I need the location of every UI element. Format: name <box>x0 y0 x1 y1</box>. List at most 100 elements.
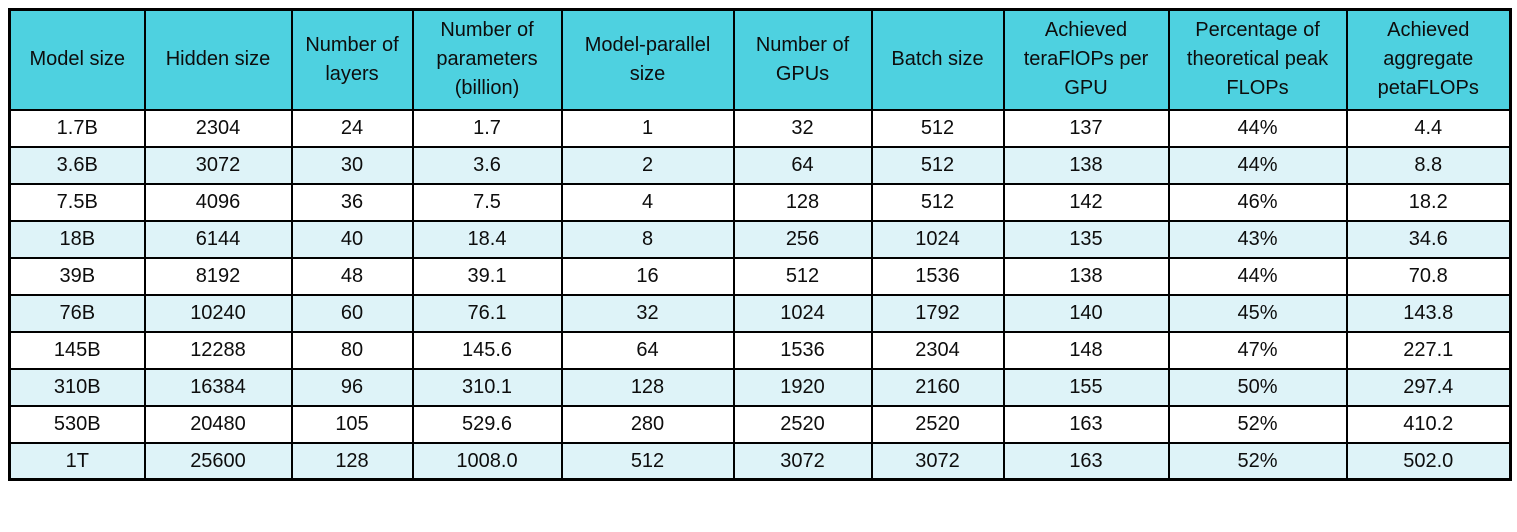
table-row: 530B 20480 105 529.6 280 2520 2520 163 52% 410.2 <box>8 404 1512 444</box>
column-header-achieved-aggregate-petaflops: Achieved aggregate petaFLOPs <box>1345 8 1512 111</box>
table-cell: 140 <box>1002 293 1170 333</box>
table-cell: 4.4 <box>1345 108 1512 148</box>
table-cell: 148 <box>1002 330 1170 370</box>
column-header-model-size: Model size <box>8 8 146 111</box>
table-cell: 18.4 <box>411 219 563 259</box>
table-cell: 6144 <box>143 219 293 259</box>
table-cell: 7.5B <box>8 182 146 222</box>
table-cell: 1T <box>8 441 146 481</box>
table-cell: 39.1 <box>411 256 563 296</box>
table-cell: 1536 <box>732 330 873 370</box>
table-row: 39B 8192 48 39.1 16 512 1536 138 44% 70.8 <box>8 256 1512 296</box>
table-row: 18B 6144 40 18.4 8 256 1024 135 43% 34.6 <box>8 219 1512 259</box>
table-cell: 512 <box>870 145 1005 185</box>
table-body: 1.7B 2304 24 1.7 1 32 512 137 44% 4.4 3.6B 3072 30 3.… <box>8 108 1512 481</box>
table-cell: 39B <box>8 256 146 296</box>
table-cell: 310B <box>8 367 146 407</box>
table-row: 1.7B 2304 24 1.7 1 32 512 137 44% 4.4 <box>8 108 1512 148</box>
table-cell: 227.1 <box>1345 330 1512 370</box>
table-cell: 20480 <box>143 404 293 444</box>
table-cell: 310.1 <box>411 367 563 407</box>
table-cell: 50% <box>1167 367 1348 407</box>
table-cell: 1024 <box>732 293 873 333</box>
table-cell: 34.6 <box>1345 219 1512 259</box>
table-cell: 163 <box>1002 404 1170 444</box>
table-cell: 135 <box>1002 219 1170 259</box>
table-cell: 44% <box>1167 145 1348 185</box>
table-cell: 280 <box>560 404 735 444</box>
table-cell: 18.2 <box>1345 182 1512 222</box>
table-cell: 1920 <box>732 367 873 407</box>
table-cell: 4 <box>560 182 735 222</box>
table-cell: 40 <box>290 219 414 259</box>
table-cell: 145.6 <box>411 330 563 370</box>
table-cell: 512 <box>870 108 1005 148</box>
table-cell: 3.6B <box>8 145 146 185</box>
table-cell: 70.8 <box>1345 256 1512 296</box>
table-cell: 502.0 <box>1345 441 1512 481</box>
table-cell: 30 <box>290 145 414 185</box>
table-cell: 1536 <box>870 256 1005 296</box>
table-cell: 25600 <box>143 441 293 481</box>
table-cell: 12288 <box>143 330 293 370</box>
table-cell: 128 <box>560 367 735 407</box>
table-cell: 1008.0 <box>411 441 563 481</box>
column-header-number-of-parameters: Number of parameters (billion) <box>411 8 563 111</box>
column-header-number-of-layers: Number of layers <box>290 8 414 111</box>
table-cell: 32 <box>560 293 735 333</box>
table-cell: 43% <box>1167 219 1348 259</box>
table-cell: 4096 <box>143 182 293 222</box>
table-cell: 1.7B <box>8 108 146 148</box>
column-header-model-parallel-size: Model-parallel size <box>560 8 735 111</box>
column-header-achieved-teraflops-per-gpu: Achieved teraFlOPs per GPU <box>1002 8 1170 111</box>
table-row: 3.6B 3072 30 3.6 2 64 512 138 44% 8.8 <box>8 145 1512 185</box>
table-cell: 3072 <box>143 145 293 185</box>
table-cell: 8.8 <box>1345 145 1512 185</box>
column-header-batch-size: Batch size <box>870 8 1005 111</box>
table-row: 76B 10240 60 76.1 32 1024 1792 140 45% 143.8 <box>8 293 1512 333</box>
table-cell: 529.6 <box>411 404 563 444</box>
column-header-percentage-theoretical-peak-flops: Percentage of theoretical peak FLOPs <box>1167 8 1348 111</box>
table-cell: 410.2 <box>1345 404 1512 444</box>
table-cell: 18B <box>8 219 146 259</box>
table-cell: 163 <box>1002 441 1170 481</box>
table-cell: 128 <box>732 182 873 222</box>
table-cell: 7.5 <box>411 182 563 222</box>
table-cell: 76B <box>8 293 146 333</box>
table-cell: 530B <box>8 404 146 444</box>
table-cell: 64 <box>732 145 873 185</box>
table-cell: 3072 <box>732 441 873 481</box>
table-cell: 1024 <box>870 219 1005 259</box>
table-cell: 64 <box>560 330 735 370</box>
table-cell: 44% <box>1167 256 1348 296</box>
table-cell: 76.1 <box>411 293 563 333</box>
table-cell: 143.8 <box>1345 293 1512 333</box>
table-cell: 128 <box>290 441 414 481</box>
table-header-row: Model size Hidden size Number of layers … <box>8 8 1512 111</box>
table-cell: 155 <box>1002 367 1170 407</box>
table-cell: 8 <box>560 219 735 259</box>
table-cell: 1 <box>560 108 735 148</box>
table-cell: 256 <box>732 219 873 259</box>
table-cell: 60 <box>290 293 414 333</box>
table-cell: 138 <box>1002 256 1170 296</box>
table-row: 145B 12288 80 145.6 64 1536 2304 148 47% 227.1 <box>8 330 1512 370</box>
table-cell: 16 <box>560 256 735 296</box>
table-cell: 297.4 <box>1345 367 1512 407</box>
table-cell: 2304 <box>143 108 293 148</box>
table-cell: 1.7 <box>411 108 563 148</box>
table-cell: 2304 <box>870 330 1005 370</box>
table-cell: 105 <box>290 404 414 444</box>
table-cell: 10240 <box>143 293 293 333</box>
table-row: 1T 25600 128 1008.0 512 3072 3072 163 52% 502.0 <box>8 441 1512 481</box>
table-cell: 2520 <box>732 404 873 444</box>
table-cell: 512 <box>732 256 873 296</box>
table-cell: 52% <box>1167 404 1348 444</box>
table-cell: 44% <box>1167 108 1348 148</box>
table-cell: 24 <box>290 108 414 148</box>
table-cell: 8192 <box>143 256 293 296</box>
table-cell: 52% <box>1167 441 1348 481</box>
model-scaling-table: Model size Hidden size Number of layers … <box>8 8 1512 481</box>
table-cell: 2520 <box>870 404 1005 444</box>
table-row: 7.5B 4096 36 7.5 4 128 512 142 46% 18.2 <box>8 182 1512 222</box>
